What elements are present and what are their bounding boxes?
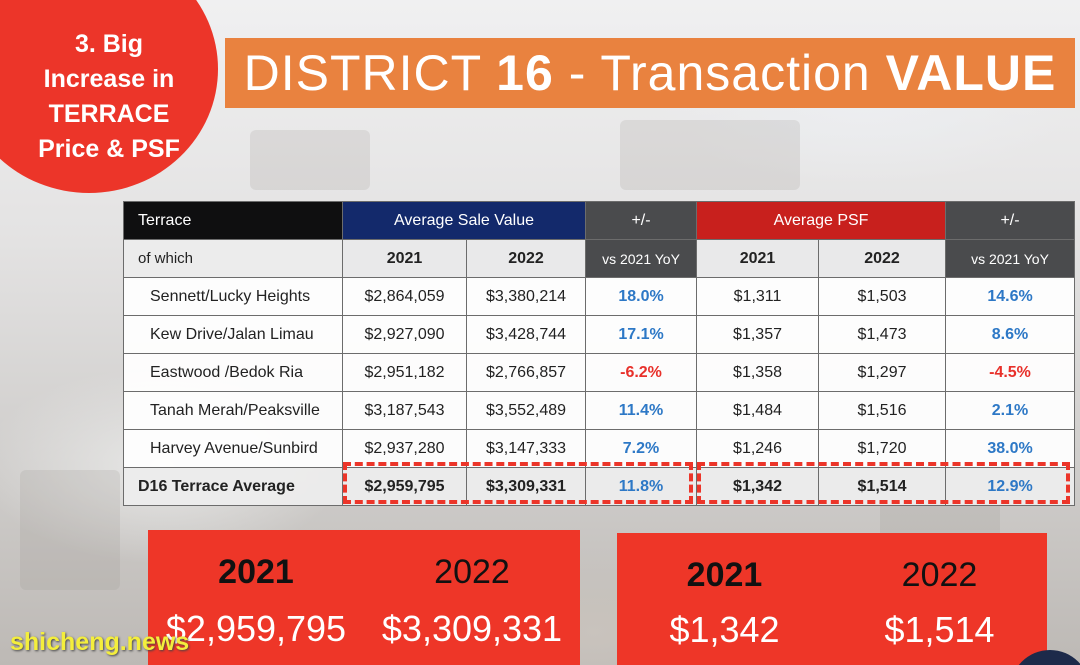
table-subheader-row: of which 2021 2022 vs 2021 YoY 2021 2022… xyxy=(123,239,1076,278)
table-row: Eastwood /Bedok Ria $2,951,182 $2,766,85… xyxy=(123,353,1076,392)
row-sale-2022: $3,147,333 xyxy=(465,429,587,468)
title-part-number: 16 xyxy=(496,45,554,101)
row-psf-2021: $1,246 xyxy=(696,429,820,468)
header-change-psf: +/- xyxy=(945,201,1076,240)
subheader-psf-2022: 2022 xyxy=(818,239,947,278)
row-sale-2022: $2,766,857 xyxy=(465,353,587,392)
watermark: shicheng.news xyxy=(10,628,190,656)
row-sale-2022: $3,380,214 xyxy=(465,277,587,316)
table-average-row: D16 Terrace Average $2,959,795 $3,309,33… xyxy=(123,467,1076,506)
section-badge: 3. Big Increase in TERRACE Price & PSF xyxy=(0,0,218,193)
title-part-value: VALUE xyxy=(885,45,1057,101)
summary-psf: 2021 2022 $1,342 $1,514 xyxy=(617,533,1047,665)
summary-sale-value-2022: $3,309,331 xyxy=(381,607,563,649)
summary-psf-value-2021: $1,342 xyxy=(669,609,780,650)
header-terrace: Terrace xyxy=(123,201,343,240)
transaction-table: Terrace Average Sale Value +/- Average P… xyxy=(123,201,1076,506)
row-sale-change: 17.1% xyxy=(585,315,698,354)
average-psf-2022: $1,514 xyxy=(818,467,947,506)
summary-psf-year-2021: 2021 xyxy=(686,556,763,594)
title-banner: DISTRICT 16 - Transaction VALUE xyxy=(225,38,1075,108)
subheader-sale-yoy: vs 2021 YoY xyxy=(585,239,698,278)
title-part-transaction: - Transaction xyxy=(553,45,886,101)
row-psf-2022: $1,473 xyxy=(818,315,947,354)
row-psf-change: 38.0% xyxy=(945,429,1076,468)
average-sale-change: 11.8% xyxy=(585,467,698,506)
summary-sale-year-2021: 2021 xyxy=(218,553,294,591)
header-average-sale-value: Average Sale Value xyxy=(341,201,587,240)
table-row: Sennett/Lucky Heights $2,864,059 $3,380,… xyxy=(123,277,1076,316)
average-sale-2021: $2,959,795 xyxy=(342,467,467,506)
row-psf-2022: $1,720 xyxy=(818,429,947,468)
subheader-of-which: of which xyxy=(123,239,343,278)
row-psf-2022: $1,516 xyxy=(818,391,947,430)
row-sale-2021: $2,927,090 xyxy=(342,315,467,354)
row-psf-2022: $1,503 xyxy=(818,277,947,316)
row-psf-change: -4.5% xyxy=(945,353,1076,392)
row-sale-change: 11.4% xyxy=(585,391,698,430)
row-name: Kew Drive/Jalan Limau xyxy=(123,315,343,354)
row-psf-change: 2.1% xyxy=(945,391,1076,430)
row-name: Sennett/Lucky Heights xyxy=(123,277,343,316)
row-psf-2021: $1,311 xyxy=(696,277,820,316)
table-row: Tanah Merah/Peaksville $3,187,543 $3,552… xyxy=(123,391,1076,430)
table-header-row: Terrace Average Sale Value +/- Average P… xyxy=(123,201,1076,240)
row-sale-change: 7.2% xyxy=(585,429,698,468)
row-sale-change: 18.0% xyxy=(585,277,698,316)
table-row: Kew Drive/Jalan Limau $2,927,090 $3,428,… xyxy=(123,315,1076,354)
row-psf-2021: $1,484 xyxy=(696,391,820,430)
summary-psf-year-2022: 2022 xyxy=(901,556,978,594)
row-sale-2022: $3,428,744 xyxy=(465,315,587,354)
subheader-psf-2021: 2021 xyxy=(696,239,820,278)
subheader-sale-2022: 2022 xyxy=(465,239,587,278)
summary-psf-value-2022: $1,514 xyxy=(884,609,995,650)
header-change-sale: +/- xyxy=(585,201,698,240)
row-psf-change: 14.6% xyxy=(945,277,1076,316)
table-row: Harvey Avenue/Sunbird $2,937,280 $3,147,… xyxy=(123,429,1076,468)
summary-sale-year-2022: 2022 xyxy=(434,553,510,591)
title-part-district: DISTRICT xyxy=(243,45,497,101)
row-sale-2021: $3,187,543 xyxy=(342,391,467,430)
row-sale-2021: $2,951,182 xyxy=(342,353,467,392)
badge-text: 3. Big Increase in TERRACE Price & PSF xyxy=(38,29,180,163)
summary-sale-value-2021: $2,959,795 xyxy=(165,607,347,649)
row-sale-change: -6.2% xyxy=(585,353,698,392)
row-sale-2021: $2,937,280 xyxy=(342,429,467,468)
row-sale-2022: $3,552,489 xyxy=(465,391,587,430)
subheader-sale-2021: 2021 xyxy=(342,239,467,278)
summary-sale-value: 2021 2022 $2,959,795 $3,309,331 xyxy=(148,530,580,665)
row-psf-2021: $1,358 xyxy=(696,353,820,392)
average-sale-2022: $3,309,331 xyxy=(465,467,587,506)
average-psf-2021: $1,342 xyxy=(696,467,820,506)
row-name: Harvey Avenue/Sunbird xyxy=(123,429,343,468)
row-name: Tanah Merah/Peaksville xyxy=(123,391,343,430)
header-average-psf: Average PSF xyxy=(696,201,947,240)
average-name: D16 Terrace Average xyxy=(123,467,343,506)
subheader-psf-yoy: vs 2021 YoY xyxy=(945,239,1076,278)
row-psf-change: 8.6% xyxy=(945,315,1076,354)
row-psf-2021: $1,357 xyxy=(696,315,820,354)
average-psf-change: 12.9% xyxy=(945,467,1076,506)
row-psf-2022: $1,297 xyxy=(818,353,947,392)
row-name: Eastwood /Bedok Ria xyxy=(123,353,343,392)
row-sale-2021: $2,864,059 xyxy=(342,277,467,316)
